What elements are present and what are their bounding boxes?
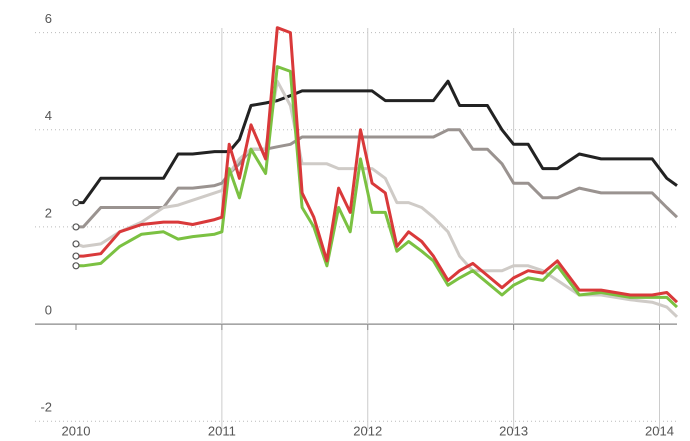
- x-tick-label: 2011: [208, 423, 236, 438]
- start-marker: [72, 199, 80, 207]
- x-tick-label: 2010: [62, 423, 91, 438]
- start-marker: [72, 262, 80, 270]
- data-line: [75, 79, 679, 318]
- x-tick-label: 2012: [353, 423, 382, 438]
- start-marker: [72, 252, 80, 260]
- data-line: [76, 26, 679, 304]
- start-marker: [72, 240, 80, 248]
- y-tick-label: 4: [45, 108, 52, 123]
- x-tick-label: 2013: [499, 423, 528, 438]
- data-line: [76, 65, 679, 309]
- x-tick-label: 2014: [645, 423, 674, 438]
- data-line: [76, 79, 678, 205]
- start-marker: [72, 223, 80, 231]
- y-tick-label: 6: [45, 11, 52, 26]
- y-tick-label: 0: [45, 303, 52, 318]
- y-tick-label: 2: [45, 205, 52, 220]
- y-tick-label: -2: [40, 400, 52, 415]
